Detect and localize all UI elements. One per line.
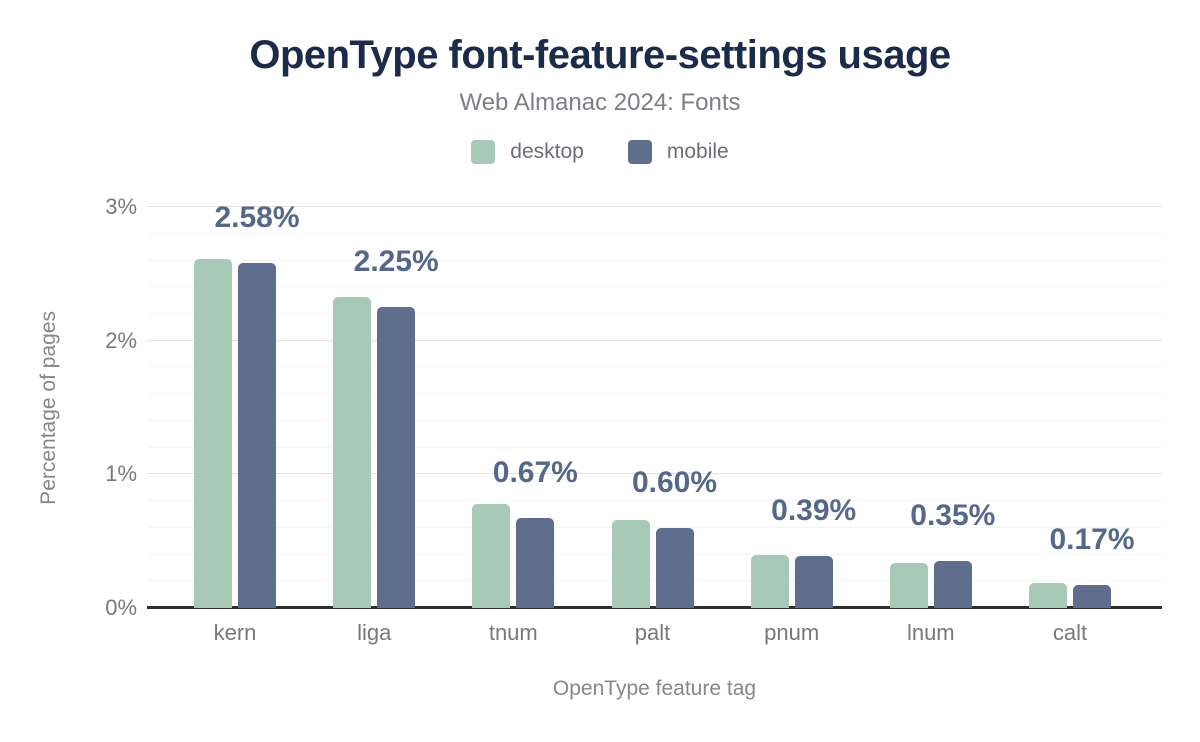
bar-group-pnum: 0.39% — [750, 207, 856, 608]
bar-mobile-kern — [238, 263, 276, 608]
bar-group-tnum: 0.67% — [472, 207, 578, 608]
gridline-minor-1.8 — [147, 366, 1162, 368]
y-tick-3: 3% — [105, 194, 137, 219]
gridline-minor-1.6 — [147, 393, 1162, 395]
bar-group-calt: 0.17% — [1029, 207, 1135, 608]
value-label-kern: 2.58% — [214, 201, 300, 235]
bar-desktop-palt — [611, 519, 650, 608]
bar-desktop-calt — [1029, 582, 1067, 608]
x-tick-lnum: lnum — [906, 620, 955, 645]
chart-title: OpenType font-feature-settings usage — [249, 33, 951, 77]
gridline-major-2.0 — [147, 339, 1162, 341]
legend-item-desktop: desktop — [471, 140, 584, 164]
mobile-series-swatch-icon — [627, 140, 652, 164]
y-tick-0: 0% — [105, 595, 137, 620]
bar-desktop-pnum — [750, 554, 789, 608]
value-label-liga: 2.25% — [353, 245, 439, 279]
gridline-major-3.0 — [147, 206, 1162, 207]
legend-label-mobile: mobile — [666, 140, 729, 163]
bar-desktop-kern — [194, 259, 232, 608]
bar-mobile-calt — [1073, 585, 1111, 608]
legend-item-mobile: mobile — [627, 140, 729, 164]
bar-group-lnum: 0.35% — [889, 207, 995, 608]
bar-group-liga: 2.25% — [333, 207, 439, 608]
value-label-calt: 0.17% — [1049, 523, 1135, 557]
value-label-palt: 0.60% — [631, 465, 718, 499]
bar-mobile-palt — [655, 527, 694, 608]
x-tick-kern: kern — [213, 620, 257, 645]
gridline-minor-0.2 — [147, 580, 1162, 582]
gridline-minor-0.8 — [147, 500, 1162, 502]
value-label-pnum: 0.39% — [771, 493, 857, 527]
bar-group-palt: 0.60% — [611, 207, 717, 608]
legend-label-desktop: desktop — [510, 140, 584, 163]
value-label-tnum: 0.67% — [492, 456, 578, 490]
value-label-lnum: 0.35% — [910, 499, 996, 533]
y-axis-title: Percentage of pages — [37, 310, 60, 505]
x-axis-title: OpenType feature tag — [552, 677, 757, 700]
gridline-minor-0.6 — [147, 526, 1162, 528]
gridline-minor-1.2 — [147, 446, 1162, 448]
bar-desktop-liga — [333, 296, 372, 608]
y-tick-2: 2% — [105, 327, 137, 353]
legend: desktop mobile — [0, 140, 1200, 164]
chart-subtitle: Web Almanac 2024: Fonts — [459, 89, 741, 116]
gridline-minor-1.4 — [147, 419, 1162, 421]
gridline-minor-2.6 — [147, 259, 1162, 261]
x-tick-calt: calt — [1052, 620, 1088, 645]
gridline-minor-2.8 — [147, 232, 1162, 234]
bar-desktop-tnum — [472, 503, 511, 608]
desktop-series-swatch-icon — [471, 140, 496, 164]
gridline-minor-2.4 — [147, 286, 1162, 288]
bar-mobile-lnum — [933, 561, 972, 608]
gridline-minor-0.4 — [147, 553, 1162, 555]
x-tick-tnum: tnum — [488, 620, 538, 645]
plot-area: 2.58% 2.25% 0.67% 0.60% 0.39% 0.35% 0.17% — [147, 201, 1162, 609]
x-tick-palt: palt — [634, 620, 671, 645]
gridline-major-1.0 — [147, 473, 1162, 475]
bar-mobile-liga — [377, 307, 416, 608]
y-tick-1: 1% — [105, 461, 137, 487]
x-tick-pnum: pnum — [764, 620, 820, 645]
x-axis-line — [147, 606, 1162, 609]
gridline-minor-2.2 — [147, 312, 1162, 314]
bar-mobile-pnum — [794, 555, 833, 608]
bar-desktop-lnum — [889, 562, 928, 608]
bar-group-kern: 2.58% — [194, 201, 300, 608]
bar-mobile-tnum — [516, 518, 555, 608]
x-tick-liga: liga — [357, 620, 392, 645]
